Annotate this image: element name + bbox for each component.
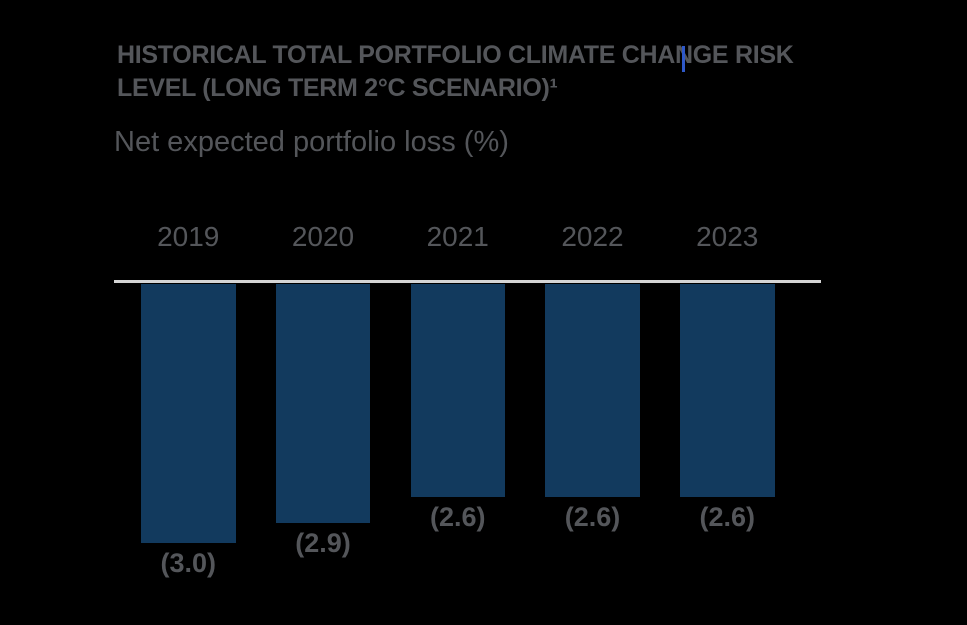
- text-cursor: [682, 46, 685, 72]
- chart-subtitle: Net expected portfolio loss (%): [114, 126, 509, 158]
- chart-title-line1: HISTORICAL TOTAL PORTFOLIO CLIMATE CHANG…: [117, 41, 794, 69]
- bar: [275, 284, 371, 523]
- year-label: 2022: [561, 221, 624, 252]
- bar: [141, 284, 236, 543]
- bar: [545, 284, 640, 497]
- year-label: 2023: [696, 221, 759, 252]
- value-label: (2.6): [564, 502, 621, 532]
- value-label: (2.9): [295, 528, 351, 558]
- year-label: 2020: [291, 221, 355, 252]
- chart-title: HISTORICAL TOTAL PORTFOLIO CLIMATE CHANG…: [117, 39, 794, 105]
- chart-title-line2: LEVEL (LONG TERM 2°C SCENARIO)¹: [117, 74, 558, 102]
- bar: [680, 284, 775, 497]
- year-label: 2019: [157, 221, 220, 252]
- value-label: (2.6): [429, 502, 486, 532]
- year-label: 2021: [426, 221, 489, 252]
- value-label: (2.6): [699, 502, 756, 532]
- x-axis-line: [114, 280, 821, 283]
- bar: [410, 284, 505, 497]
- value-label: (3.0): [160, 548, 217, 578]
